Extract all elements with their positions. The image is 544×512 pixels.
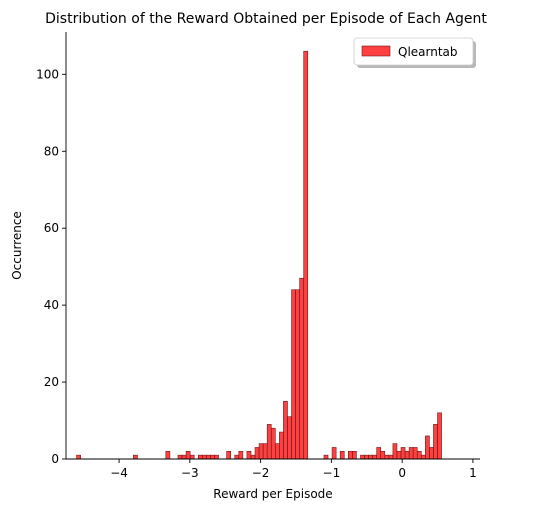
histogram-bar xyxy=(210,455,214,459)
histogram-bar xyxy=(360,455,364,459)
histogram-bar xyxy=(206,455,210,459)
histogram-bar xyxy=(133,455,137,459)
histogram-bar xyxy=(369,455,373,459)
x-tick-label: −4 xyxy=(110,466,128,480)
x-tick-label: 1 xyxy=(469,466,477,480)
y-tick-label: 60 xyxy=(44,221,59,235)
histogram-bar xyxy=(300,278,304,459)
histogram-bar xyxy=(247,451,251,459)
histogram-bar xyxy=(283,401,287,459)
histogram-bar xyxy=(365,455,369,459)
histogram-bar xyxy=(304,51,308,459)
histogram-bar xyxy=(202,455,206,459)
histogram-bar xyxy=(348,451,352,459)
histogram-bar xyxy=(186,451,190,459)
histogram-bar xyxy=(190,455,194,459)
histogram-bar xyxy=(401,447,405,459)
histogram-bar xyxy=(182,455,186,459)
histogram-bar xyxy=(373,455,377,459)
y-tick-label: 100 xyxy=(36,67,59,81)
histogram-bar xyxy=(166,451,170,459)
y-tick-label: 40 xyxy=(44,298,59,312)
histogram-bar xyxy=(259,444,263,459)
histogram-bar xyxy=(381,451,385,459)
histogram-bar xyxy=(296,290,300,459)
histogram-bar xyxy=(227,451,231,459)
x-tick-label: 0 xyxy=(398,466,406,480)
histogram-bar xyxy=(352,451,356,459)
histogram-bar xyxy=(235,455,239,459)
histogram-bar xyxy=(77,455,81,459)
histogram-bar xyxy=(275,444,279,459)
histogram-bar xyxy=(332,447,336,459)
x-tick-label: −3 xyxy=(181,466,199,480)
histogram-bar xyxy=(417,451,421,459)
x-axis-label: Reward per Episode xyxy=(213,487,332,501)
histogram-bar xyxy=(397,451,401,459)
histogram-bar xyxy=(251,455,255,459)
y-tick-label: 0 xyxy=(51,452,59,466)
histogram-bar xyxy=(421,455,425,459)
histogram-bar xyxy=(429,447,433,459)
histogram-bar xyxy=(267,424,271,459)
histogram-bar xyxy=(413,447,417,459)
histogram-bar xyxy=(198,455,202,459)
y-tick-label: 20 xyxy=(44,375,59,389)
y-tick-label: 80 xyxy=(44,144,59,158)
histogram-bar xyxy=(178,455,182,459)
chart-title: Distribution of the Reward Obtained per … xyxy=(45,11,487,27)
x-tick-label: −1 xyxy=(323,466,341,480)
histogram-bar xyxy=(377,447,381,459)
x-tick-label: −2 xyxy=(252,466,270,480)
histogram-bars xyxy=(77,51,442,459)
histogram-bar xyxy=(409,447,413,459)
histogram-bar xyxy=(239,451,243,459)
y-axis-label: Occurrence xyxy=(10,211,24,280)
histogram-bar xyxy=(263,444,267,459)
histogram-bar xyxy=(271,428,275,459)
histogram-bar xyxy=(214,455,218,459)
histogram-bar xyxy=(438,413,442,459)
histogram-bar xyxy=(324,455,328,459)
legend-swatch xyxy=(362,46,390,56)
histogram-bar xyxy=(385,455,389,459)
histogram-bar xyxy=(255,447,259,459)
histogram-bar xyxy=(389,455,393,459)
histogram-bar xyxy=(340,451,344,459)
legend-label: Qlearntab xyxy=(398,45,458,59)
histogram-bar xyxy=(425,436,429,459)
legend: Qlearntab xyxy=(354,38,476,68)
histogram-bar xyxy=(405,451,409,459)
histogram-bar xyxy=(393,444,397,459)
histogram-bar xyxy=(287,417,291,459)
histogram-bar xyxy=(279,432,283,459)
histogram-bar xyxy=(292,290,296,459)
histogram-bar xyxy=(433,424,437,459)
